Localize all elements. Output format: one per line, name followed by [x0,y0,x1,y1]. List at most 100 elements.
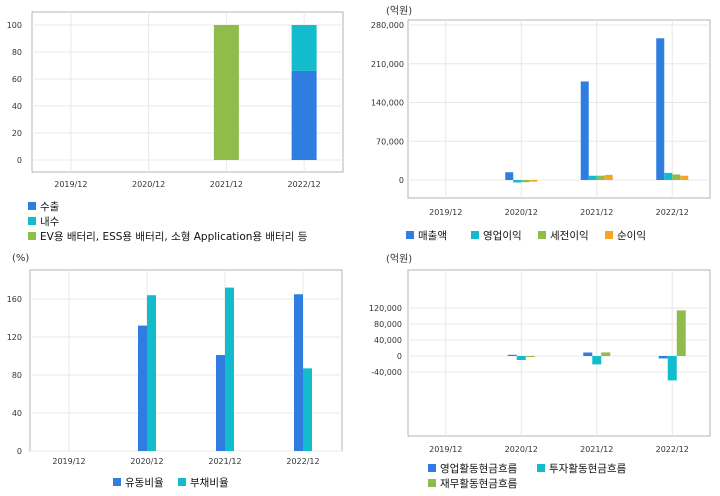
chart-1-y-tick-labels: 0 20 40 60 80 100 [7,21,22,165]
chart-2-income: (억원) 0 70,000 140,000 210,000 280,000 2019/1… [371,5,711,242]
chart-1-legend: 수출 내수 EV용 배터리, ESS용 배터리, 소형 Application용… [28,201,308,243]
bar-2-2020-12 [513,180,522,183]
y-tick-label: 100 [7,21,22,30]
y-tick-label: 160 [7,295,22,304]
chart-1-bars [213,25,317,160]
x-tick-label: 2020/12 [130,457,163,466]
legend-item: 투자활동현금흐름 [537,462,627,475]
legend-item: 재무활동현금흐름 [428,477,518,490]
chart-4-cash-flow: (억원) -40,000 0 40,000 80,000 120,000 2019/12… [369,253,711,490]
y-tick-label: 120 [7,333,22,342]
legend-swatch-revenue [406,231,414,239]
x-tick-label: 2021/12 [580,208,613,217]
x-tick-label: 2019/12 [52,457,85,466]
legend-label: 세전이익 [550,230,589,242]
chart-2-y-tick-labels: 0 70,000 140,000 210,000 280,000 [371,21,404,185]
bar-2-2022-12 [664,172,673,180]
bar-2-2021-12 [592,356,602,365]
legend-item: 매출액 [406,230,447,242]
x-tick-label: 2019/12 [429,208,462,217]
chart-3-plot-frame [29,269,343,452]
bar-3-2022-12 [672,174,681,180]
legend-label: 영업활동현금흐름 [440,462,518,475]
y-tick-label: 40,000 [374,336,402,345]
chart-2-bars [505,38,689,183]
legend-item: 세전이익 [538,230,589,242]
bar-1-2022-12 [656,38,665,181]
x-tick-label: 2021/12 [580,445,613,454]
legend-label: 순이익 [617,230,646,242]
bar-4-2022-12 [680,175,689,180]
chart-2-legend: 매출액 영업이익 세전이익 순이익 [406,229,646,242]
chart-3-legend: 유동비율 부채비율 [113,477,229,489]
legend-label: 유동비율 [125,477,164,489]
bar-1-2022-12 [658,356,668,359]
x-tick-label: 2021/12 [208,457,241,466]
y-tick-label: 80 [12,371,22,380]
bar-2-2021-12 [225,287,234,451]
chart-3-ratios: (%) 0 40 80 120 160 2019/12 2020/12 2021/12 202… [7,253,343,489]
legend-swatch-domestic [28,217,36,225]
x-tick-label: 2021/12 [210,180,243,189]
bar-3-2021-12 [596,175,605,180]
legend-label: 수출 [40,201,60,213]
legend-swatch-product [28,232,36,240]
legend-swatch-net-income [605,231,613,239]
legend-swatch-operating-income [471,231,479,239]
y-tick-label: 20 [12,129,22,138]
chart-2-unit-label: (억원) [386,5,412,17]
bar-3-2021-12 [601,352,611,356]
chart-1-x-tick-labels: 2019/12 2020/12 2021/12 2022/12 [54,180,320,189]
legend-item: 순이익 [605,230,646,242]
x-tick-label: 2020/12 [132,180,165,189]
legend-swatch-financing-cf [428,479,436,487]
legend-item: EV용 배터리, ESS용 배터리, 소형 Application용 배터리 등 [28,231,308,243]
bar-2-2022-12 [291,25,317,71]
legend-item: 영업이익 [471,229,522,242]
y-tick-label: 80,000 [374,320,402,329]
legend-label: 매출액 [418,230,447,242]
y-tick-label: 140,000 [371,99,404,108]
legend-label: EV용 배터리, ESS용 배터리, 소형 Application용 배터리 등 [40,231,308,243]
y-tick-label: 0 [399,176,404,185]
y-tick-label: 80 [12,48,22,57]
legend-item: 수출 [28,201,60,213]
y-tick-label: 40 [12,102,22,111]
x-tick-label: 2022/12 [286,457,319,466]
legend-label: 부채비율 [190,477,229,489]
chart-4-bars [507,310,686,381]
bar-2-2020-12 [516,356,526,360]
chart-2-x-tick-labels: 2019/12 2020/12 2021/12 2022/12 [429,208,689,217]
x-tick-label: 2020/12 [505,208,538,217]
chart-4-y-tick-labels: -40,000 0 40,000 80,000 120,000 [369,304,402,377]
legend-swatch-pretax-income [538,231,546,239]
chart-3-x-tick-labels: 2019/12 2020/12 2021/12 2022/12 [52,457,319,466]
bar-4-2020-12 [529,180,538,182]
chart-1-plot-frame [31,11,344,173]
y-tick-label: 60 [12,75,22,84]
legend-swatch-export [28,202,36,210]
legend-swatch-debt-ratio [178,478,186,486]
legend-label: 내수 [40,216,60,228]
y-tick-label: 40 [12,409,22,418]
bar-4-2021-12 [604,174,613,180]
legend-item: 유동비율 [113,477,164,489]
chart-1-sales-mix: 0 20 40 60 80 100 2019/12 2020/12 2021/12 2022/1… [7,11,344,243]
y-tick-label: 70,000 [376,137,404,146]
chart-4-plot-frame [407,269,711,437]
legend-swatch-current-ratio [113,478,121,486]
chart-2-plot-frame [407,19,711,199]
bar-2-2022-12 [303,368,312,451]
chart-4-legend: 영업활동현금흐름 투자활동현금흐름 재무활동현금흐름 [428,462,627,490]
chart-4-x-tick-labels: 2019/12 2020/12 2021/12 2022/12 [429,445,689,454]
bar-2-2021-12 [588,175,597,180]
y-tick-label: 280,000 [371,21,404,30]
y-tick-label: 210,000 [371,60,404,69]
legend-item: 내수 [28,216,60,228]
bar-3-2022-12 [676,310,686,356]
bar-3-2021-12 [213,25,239,160]
y-tick-label: -40,000 [371,368,402,377]
y-tick-label: 120,000 [369,304,402,313]
y-tick-label: 0 [17,156,22,165]
